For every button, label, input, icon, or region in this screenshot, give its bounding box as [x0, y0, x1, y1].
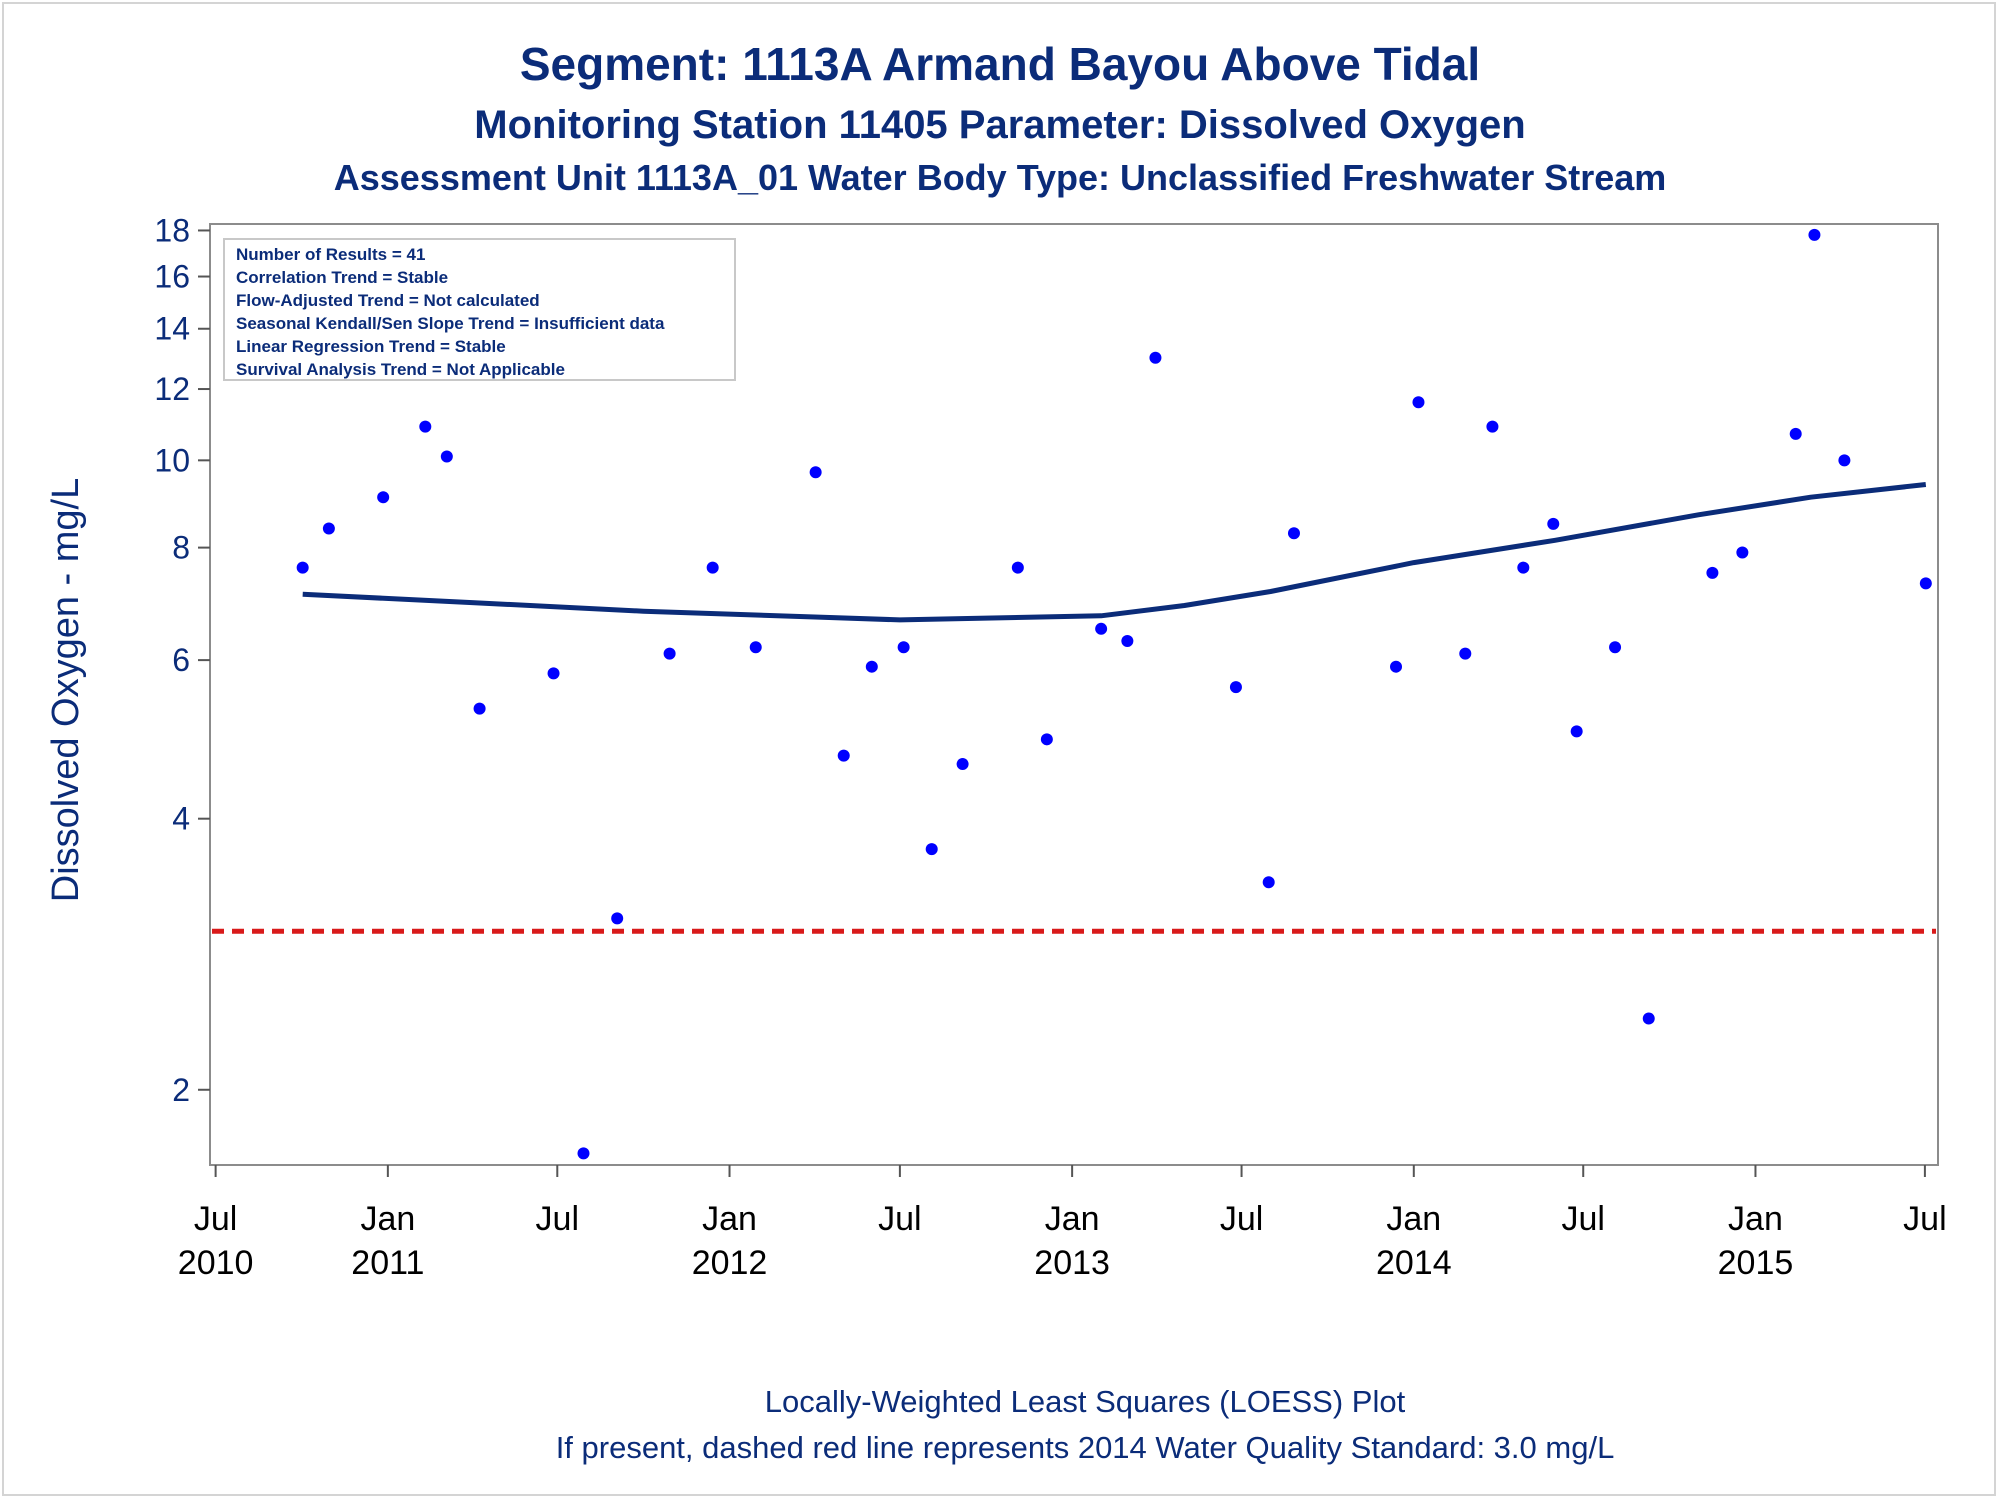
x-tick-year-label: 2015 [1718, 1244, 1794, 1282]
y-tick-label: 16 [154, 259, 190, 295]
data-point [1412, 396, 1425, 409]
x-tick-label: Jul [194, 1200, 237, 1238]
x-tick-label: Jul [1903, 1200, 1946, 1238]
x-tick-year-label: 2010 [178, 1244, 254, 1282]
data-point [1459, 647, 1472, 660]
data-point [1121, 635, 1134, 648]
loess-trend-line [302, 482, 1927, 623]
data-point [1486, 420, 1499, 433]
chart-title: Segment: 1113A Armand Bayou Above Tidal [520, 38, 1480, 90]
x-tick-label: Jul [1220, 1200, 1263, 1238]
data-point [1390, 660, 1403, 673]
data-point [1149, 351, 1162, 364]
data-point [440, 450, 453, 463]
x-tick-label: Jan [1728, 1200, 1783, 1238]
data-point [1919, 577, 1932, 590]
y-tick-label: 18 [154, 212, 190, 248]
data-point [897, 641, 910, 654]
data-point [322, 522, 335, 535]
data-point [1287, 527, 1300, 540]
chart-subtitle-2: Assessment Unit 1113A_01 Water Body Type… [334, 157, 1667, 198]
data-point [1736, 546, 1749, 559]
stats-line: Flow-Adjusted Trend = Not calculated [236, 291, 540, 310]
x-tick-year-label: 2012 [692, 1244, 768, 1282]
footnote-loess: Locally-Weighted Least Squares (LOESS) P… [765, 1384, 1406, 1419]
y-axis-label: Dissolved Oxygen - mg/L [45, 478, 87, 903]
data-point [1517, 561, 1530, 574]
data-points [296, 228, 1932, 1160]
data-point [1838, 454, 1851, 467]
data-point [1547, 517, 1560, 530]
data-point [1095, 622, 1108, 635]
plot-area [209, 223, 1939, 1166]
data-point [1229, 681, 1242, 694]
chart-subtitle: Monitoring Station 11405 Parameter: Diss… [474, 103, 1525, 147]
stats-line: Linear Regression Trend = Stable [236, 337, 506, 356]
data-point [1570, 725, 1583, 738]
y-tick-label: 2 [172, 1072, 190, 1108]
x-tick-year-label: 2011 [351, 1244, 424, 1282]
data-point [547, 667, 560, 680]
data-point [1808, 228, 1821, 241]
x-tick-label: Jul [878, 1200, 921, 1238]
x-tick-label: Jan [1386, 1200, 1441, 1238]
y-axis: 2 4 6 8 10 12 14 16 18 [154, 212, 210, 1108]
y-tick-label: 12 [154, 371, 190, 407]
x-tick-label: Jul [1561, 1200, 1604, 1238]
y-tick-label: 14 [154, 311, 190, 347]
data-point [611, 912, 624, 925]
data-point [865, 660, 878, 673]
y-tick-label: 8 [172, 530, 190, 566]
data-point [706, 561, 719, 574]
x-axis: Jul 2010 Jan 2011 Jul Jan 2012 Jul Jan 2013 Jul Jan… [178, 1165, 1947, 1282]
data-point [663, 647, 676, 660]
x-tick-label: Jan [1045, 1200, 1100, 1238]
data-point [377, 491, 390, 504]
data-point [837, 749, 850, 762]
footnote-standard: If present, dashed red line represents 2… [556, 1430, 1615, 1465]
data-point [1040, 733, 1053, 746]
x-tick-label: Jan [702, 1200, 757, 1238]
data-point [956, 758, 969, 771]
stats-line: Number of Results = 41 [236, 245, 425, 264]
stats-line: Seasonal Kendall/Sen Slope Trend = Insuf… [236, 314, 665, 333]
data-point [809, 466, 822, 479]
stats-box-border [223, 238, 736, 381]
data-point [1642, 1012, 1655, 1025]
stats-box: Number of Results = 41 Correlation Trend… [223, 238, 736, 381]
data-point [296, 561, 309, 574]
data-point [1706, 566, 1719, 579]
x-tick-year-label: 2013 [1034, 1244, 1110, 1282]
data-point [1011, 561, 1024, 574]
stats-line: Survival Analysis Trend = Not Applicable [236, 360, 565, 379]
stats-line: Correlation Trend = Stable [236, 268, 448, 287]
data-point [925, 843, 938, 856]
x-tick-label: Jul [536, 1200, 579, 1238]
data-point [577, 1147, 590, 1160]
data-point [1262, 876, 1275, 889]
data-point [419, 420, 432, 433]
x-tick-label: Jan [360, 1200, 415, 1238]
data-point [473, 702, 486, 715]
data-point [749, 641, 762, 654]
data-point [1789, 427, 1802, 440]
y-tick-label: 6 [172, 642, 190, 678]
y-tick-label: 4 [172, 801, 190, 837]
y-tick-label: 10 [154, 442, 190, 478]
x-tick-year-label: 2014 [1376, 1244, 1452, 1282]
data-point [1609, 641, 1622, 654]
